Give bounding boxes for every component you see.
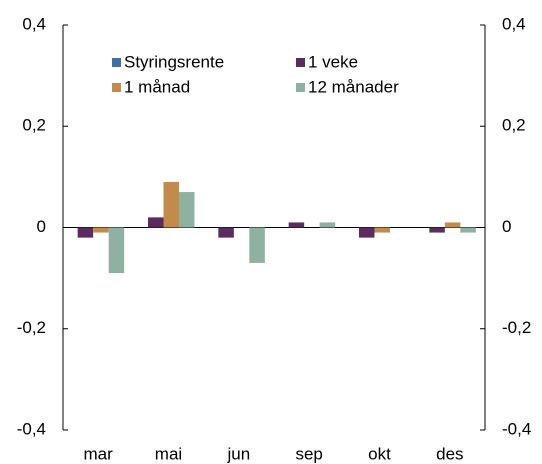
legend-label: Styringsrente — [124, 52, 224, 71]
bar — [179, 192, 195, 228]
y-tick-label: 0 — [37, 217, 46, 236]
legend-swatch — [112, 83, 121, 92]
y-tick-label: 0,2 — [22, 116, 46, 135]
x-tick-label: okt — [368, 444, 391, 463]
y2-tick-label: 0 — [502, 217, 511, 236]
y-tick-label: -0,4 — [17, 419, 46, 438]
y2-tick-label: -0,2 — [502, 318, 531, 337]
legend-swatch — [296, 58, 305, 67]
y-tick-label: 0,4 — [22, 14, 46, 33]
bar — [359, 227, 375, 238]
bar — [108, 227, 125, 274]
bar — [93, 227, 109, 233]
bar — [249, 227, 265, 263]
x-tick-label: jun — [226, 444, 250, 463]
y-tick-label: -0,2 — [17, 318, 46, 337]
legend-label: 1 månad — [124, 77, 190, 96]
x-tick-label: sep — [295, 444, 322, 463]
bar — [319, 222, 336, 228]
y2-tick-label: 0,2 — [502, 116, 526, 135]
y2-tick-label: 0,4 — [502, 14, 526, 33]
bar — [218, 227, 234, 238]
bar — [444, 222, 461, 228]
y2-tick-label: -0,4 — [502, 419, 531, 438]
legend-swatch — [296, 83, 305, 92]
x-tick-label: mai — [155, 444, 182, 463]
bar — [429, 227, 445, 233]
bar — [163, 181, 179, 228]
bar — [148, 217, 164, 228]
bar — [374, 227, 390, 233]
x-tick-label: des — [436, 444, 463, 463]
legend-label: 1 veke — [308, 52, 358, 71]
bar — [460, 227, 476, 233]
legend-swatch — [112, 58, 121, 67]
x-tick-label: mar — [84, 444, 114, 463]
bar — [288, 222, 305, 228]
bar — [77, 227, 94, 238]
legend-label: 12 månader — [308, 77, 399, 96]
